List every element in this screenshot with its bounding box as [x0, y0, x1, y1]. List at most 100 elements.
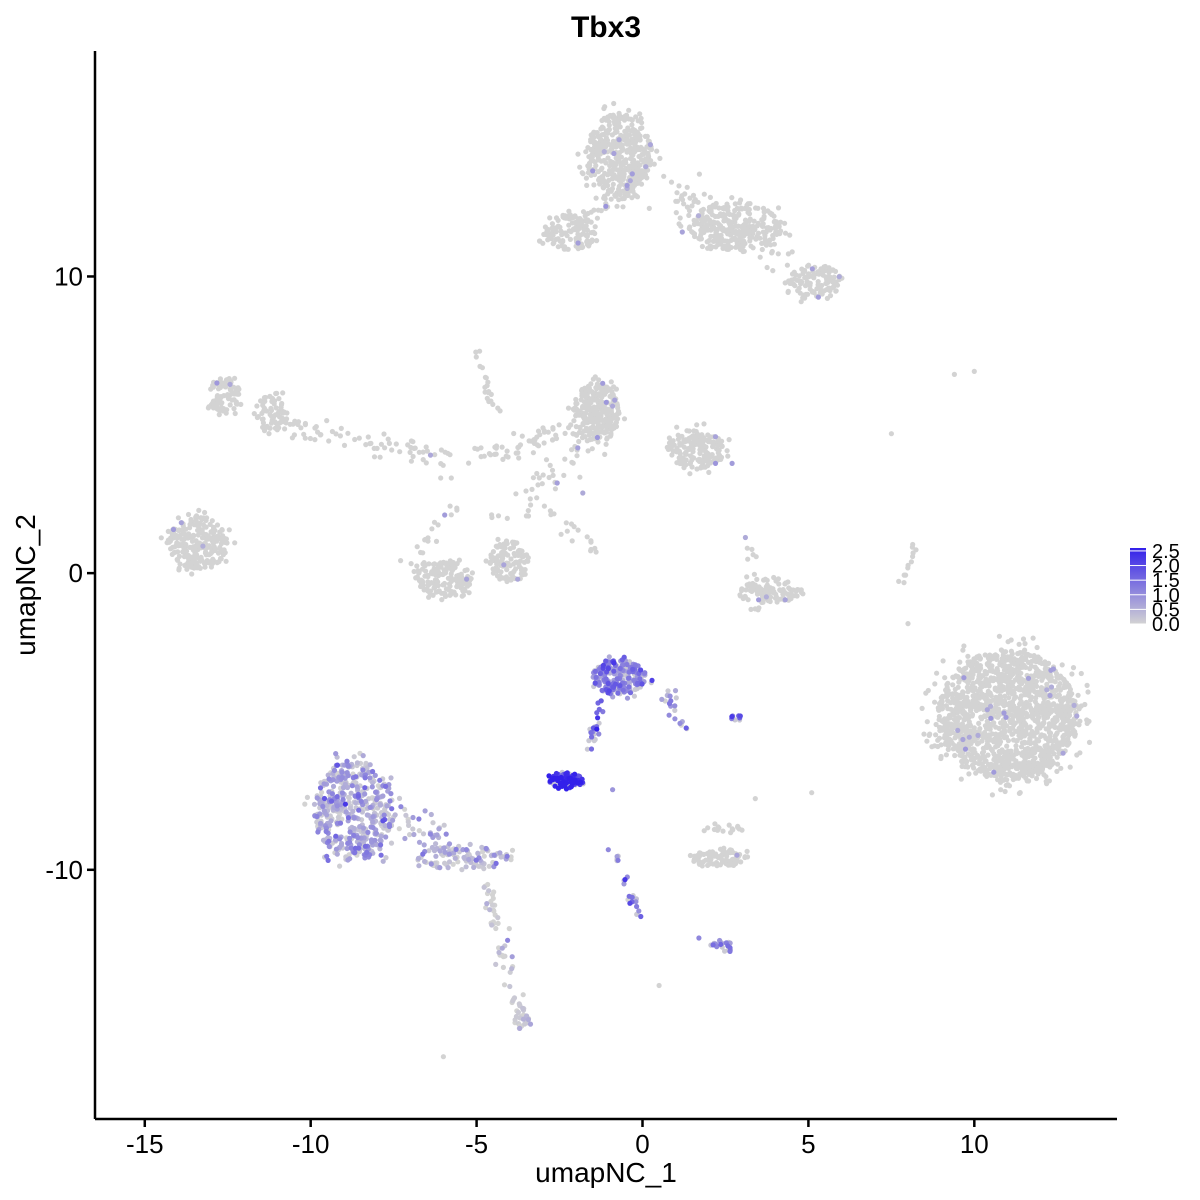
cell-point	[227, 381, 233, 387]
cell-point	[782, 230, 789, 236]
cell-point	[267, 411, 273, 418]
cell-point	[796, 278, 802, 284]
cell-point	[980, 673, 986, 679]
cell-point	[1002, 698, 1008, 704]
cell-point	[447, 503, 453, 509]
cell-point	[268, 407, 275, 414]
cell-point	[753, 205, 759, 211]
cell-point	[210, 556, 216, 562]
cell-point	[1019, 767, 1025, 774]
cell-point	[414, 544, 420, 550]
cell-point	[215, 550, 222, 556]
cell-point	[977, 726, 983, 732]
cell-point	[1049, 708, 1055, 714]
cell-point	[603, 399, 609, 405]
cell-point	[463, 864, 469, 870]
cell-point	[721, 206, 727, 212]
cell-point	[570, 215, 576, 221]
cell-point	[960, 736, 966, 743]
cell-point	[921, 731, 927, 737]
cell-point	[493, 443, 500, 449]
cell-point	[901, 580, 907, 586]
cell-point	[176, 541, 182, 547]
cell-point	[548, 512, 554, 518]
cell-point	[1074, 713, 1080, 719]
cell-point	[592, 224, 598, 230]
cell-point	[815, 279, 821, 285]
cell-point	[644, 133, 650, 139]
cell-point	[185, 511, 192, 518]
cell-point	[202, 509, 208, 516]
cell-point	[1022, 722, 1028, 728]
cell-point	[231, 406, 237, 412]
cell-point	[208, 529, 214, 535]
cell-point	[620, 146, 626, 152]
cell-point	[606, 654, 612, 660]
cell-point	[730, 827, 736, 833]
cell-point	[710, 202, 716, 208]
cell-point	[573, 412, 579, 418]
cell-point	[960, 647, 966, 653]
cell-point	[521, 559, 528, 565]
cell-point	[351, 754, 357, 760]
cell-point	[612, 397, 618, 403]
cell-point	[442, 512, 448, 518]
cell-point	[532, 437, 538, 443]
cell-point	[628, 128, 634, 134]
cell-point	[518, 548, 524, 554]
cell-point	[351, 815, 357, 821]
cell-point	[507, 983, 513, 990]
cell-point	[427, 831, 433, 837]
cell-point	[500, 964, 506, 971]
cell-point	[833, 288, 839, 294]
cell-point	[974, 741, 981, 747]
cell-point	[571, 418, 577, 424]
cell-point	[1060, 704, 1066, 710]
cell-point	[702, 454, 708, 460]
cell-point	[1038, 685, 1044, 691]
cell-point	[487, 559, 494, 565]
cell-point	[225, 394, 231, 400]
cell-point	[475, 850, 481, 856]
cell-point	[197, 565, 203, 571]
cell-point	[672, 688, 679, 694]
cell-point	[380, 858, 386, 864]
cell-point	[802, 275, 808, 281]
cell-point	[608, 196, 614, 202]
cell-point	[823, 287, 830, 293]
cell-point	[984, 661, 990, 667]
cell-point	[223, 536, 229, 542]
cell-point	[770, 232, 776, 239]
cell-point	[489, 514, 495, 521]
cell-point	[280, 390, 286, 396]
cell-point	[596, 429, 602, 435]
cell-point	[287, 421, 293, 427]
cell-point	[933, 732, 939, 738]
cell-point	[566, 425, 572, 431]
cell-point	[365, 434, 371, 440]
cell-point	[464, 576, 470, 582]
cell-point	[609, 389, 615, 395]
cell-point	[411, 831, 417, 838]
cell-point	[490, 895, 496, 902]
cell-point	[594, 145, 600, 152]
cell-point	[1075, 692, 1081, 698]
cell-point	[1036, 761, 1043, 767]
cell-point	[819, 271, 825, 277]
cell-point	[1018, 687, 1024, 693]
cell-point	[473, 354, 479, 360]
cell-point	[704, 239, 710, 245]
cell-point	[448, 475, 454, 481]
cell-point	[772, 595, 779, 601]
cell-point	[827, 276, 833, 282]
cell-point	[326, 438, 332, 444]
cell-point	[328, 818, 334, 824]
cell-point	[575, 231, 581, 237]
cell-point	[611, 413, 617, 419]
cell-point	[1004, 758, 1010, 764]
cell-point	[1084, 720, 1090, 727]
cell-point	[836, 274, 842, 280]
cell-point	[734, 205, 740, 211]
cell-point	[607, 163, 613, 169]
cell-point	[321, 781, 327, 787]
